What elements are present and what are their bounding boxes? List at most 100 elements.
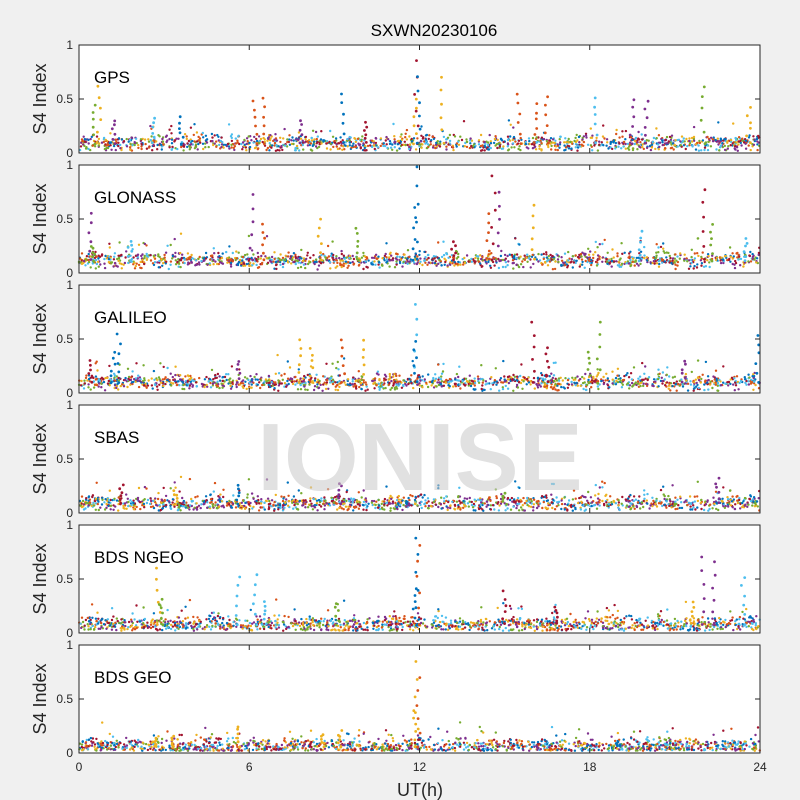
scatter-point bbox=[707, 140, 710, 144]
scatter-point bbox=[400, 386, 404, 389]
scatter-point bbox=[287, 382, 290, 386]
scatter-point bbox=[672, 148, 675, 151]
spike-point bbox=[496, 231, 500, 235]
spike-point bbox=[680, 371, 684, 375]
scatter-point bbox=[216, 262, 219, 266]
scatter-point bbox=[335, 143, 338, 146]
scatter-point bbox=[340, 265, 343, 269]
scatter-point bbox=[108, 384, 111, 387]
scatter-point bbox=[554, 145, 558, 148]
scatter-point bbox=[118, 262, 122, 265]
scatter-point bbox=[270, 255, 274, 259]
scatter-point bbox=[96, 369, 99, 372]
scatter-point bbox=[234, 137, 237, 140]
scatter-point bbox=[581, 260, 584, 264]
spike-point bbox=[749, 106, 752, 109]
y-tick-label: 1 bbox=[66, 278, 73, 292]
spike-point bbox=[593, 105, 596, 109]
scatter-point bbox=[156, 379, 159, 382]
scatter-point bbox=[654, 147, 657, 151]
scatter-point bbox=[734, 138, 738, 142]
scatter-point bbox=[279, 263, 282, 266]
scatter-point bbox=[363, 139, 366, 142]
scatter-point bbox=[485, 262, 488, 265]
scatter-point bbox=[279, 136, 282, 139]
scatter-point bbox=[443, 257, 446, 260]
spike-point bbox=[487, 249, 491, 253]
scatter-point bbox=[286, 261, 290, 264]
spike-point bbox=[117, 352, 121, 356]
scatter-point bbox=[337, 142, 340, 145]
scatter-point bbox=[566, 378, 570, 382]
scatter-point bbox=[134, 264, 137, 268]
spike-point bbox=[356, 245, 359, 248]
spike-point bbox=[416, 202, 420, 206]
scatter-point bbox=[184, 375, 187, 378]
spike-point bbox=[88, 359, 92, 362]
scatter-point bbox=[100, 376, 104, 379]
scatter-point bbox=[669, 147, 673, 150]
scatter-point bbox=[567, 147, 571, 150]
scatter-point bbox=[668, 254, 671, 258]
scatter-point bbox=[127, 261, 130, 265]
scatter-point bbox=[268, 142, 271, 145]
scatter-point bbox=[241, 385, 244, 388]
spike-point bbox=[151, 132, 155, 135]
scatter-point bbox=[503, 378, 506, 381]
scatter-point bbox=[371, 145, 374, 149]
scatter-point bbox=[104, 376, 107, 380]
scatter-point bbox=[329, 148, 332, 151]
scatter-point bbox=[537, 136, 540, 139]
scatter-point bbox=[669, 141, 672, 144]
scatter-point bbox=[134, 377, 138, 380]
scatter-point bbox=[305, 257, 308, 261]
scatter-point bbox=[251, 264, 254, 267]
scatter-point bbox=[552, 379, 556, 383]
scatter-point bbox=[84, 264, 87, 267]
scatter-point bbox=[279, 253, 282, 256]
scatter-point bbox=[727, 380, 731, 384]
scatter-point bbox=[631, 260, 634, 264]
scatter-point bbox=[655, 127, 658, 130]
scatter-point bbox=[731, 257, 734, 260]
spike-point bbox=[488, 257, 491, 261]
scatter-point bbox=[175, 137, 178, 140]
scatter-point bbox=[204, 146, 207, 149]
scatter-point bbox=[291, 136, 294, 139]
scatter-point bbox=[298, 256, 301, 259]
scatter-point bbox=[339, 140, 342, 144]
scatter-point bbox=[637, 130, 640, 134]
scatter-point bbox=[445, 145, 448, 148]
scatter-point bbox=[416, 137, 419, 140]
scatter-point bbox=[205, 141, 209, 144]
scatter-point bbox=[385, 135, 388, 139]
scatter-point bbox=[729, 255, 732, 258]
scatter-point bbox=[388, 256, 391, 259]
scatter-point bbox=[326, 244, 330, 248]
scatter-point bbox=[95, 135, 99, 138]
scatter-point bbox=[605, 372, 608, 375]
scatter-point bbox=[114, 379, 117, 382]
scatter-point bbox=[152, 369, 156, 373]
scatter-point bbox=[194, 264, 197, 267]
scatter-point bbox=[193, 147, 197, 150]
scatter-point bbox=[687, 267, 691, 270]
scatter-point bbox=[447, 143, 450, 146]
scatter-point bbox=[696, 252, 699, 255]
spike-point bbox=[744, 237, 748, 240]
spike-point bbox=[498, 259, 502, 263]
scatter-point bbox=[684, 372, 688, 376]
scatter-point bbox=[423, 140, 426, 143]
scatter-point bbox=[309, 256, 312, 259]
spike-point bbox=[364, 133, 368, 137]
spike-point bbox=[129, 259, 133, 263]
scatter-point bbox=[700, 262, 704, 265]
scatter-point bbox=[711, 140, 715, 143]
scatter-point bbox=[109, 132, 112, 135]
scatter-point bbox=[452, 148, 455, 152]
scatter-point bbox=[757, 141, 760, 144]
scatter-point bbox=[346, 137, 349, 141]
spike-point bbox=[109, 374, 113, 378]
spike-point bbox=[412, 142, 415, 146]
scatter-point bbox=[173, 378, 177, 382]
